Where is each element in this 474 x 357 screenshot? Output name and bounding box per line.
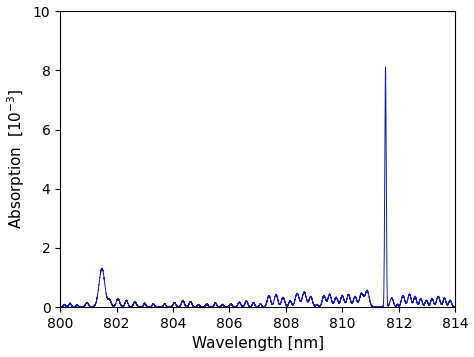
X-axis label: Wavelength [nm]: Wavelength [nm]: [191, 336, 324, 351]
Y-axis label: Absorption  $[10^{-3}]$: Absorption $[10^{-3}]$: [6, 89, 27, 230]
